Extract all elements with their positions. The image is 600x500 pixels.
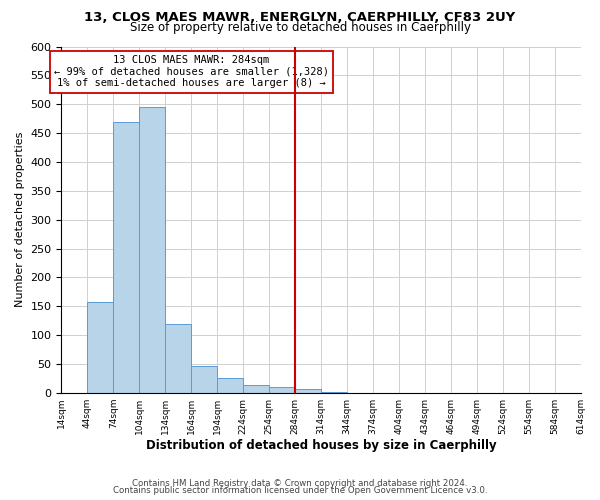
Text: Contains public sector information licensed under the Open Government Licence v3: Contains public sector information licen… bbox=[113, 486, 487, 495]
Text: 13 CLOS MAES MAWR: 284sqm
← 99% of detached houses are smaller (1,328)
1% of sem: 13 CLOS MAES MAWR: 284sqm ← 99% of detac… bbox=[53, 55, 329, 88]
Bar bbox=[243, 385, 269, 393]
Bar bbox=[166, 324, 191, 393]
X-axis label: Distribution of detached houses by size in Caerphilly: Distribution of detached houses by size … bbox=[146, 440, 496, 452]
Bar bbox=[113, 122, 139, 393]
Bar bbox=[217, 378, 243, 393]
Bar bbox=[191, 366, 217, 393]
Text: Size of property relative to detached houses in Caerphilly: Size of property relative to detached ho… bbox=[130, 22, 470, 35]
Bar bbox=[139, 106, 165, 393]
Bar bbox=[321, 392, 347, 393]
Bar bbox=[88, 302, 113, 393]
Text: 13, CLOS MAES MAWR, ENERGLYN, CAERPHILLY, CF83 2UY: 13, CLOS MAES MAWR, ENERGLYN, CAERPHILLY… bbox=[85, 11, 515, 24]
Text: Contains HM Land Registry data © Crown copyright and database right 2024.: Contains HM Land Registry data © Crown c… bbox=[132, 478, 468, 488]
Bar bbox=[269, 387, 295, 393]
Bar bbox=[295, 389, 321, 393]
Y-axis label: Number of detached properties: Number of detached properties bbox=[15, 132, 25, 308]
